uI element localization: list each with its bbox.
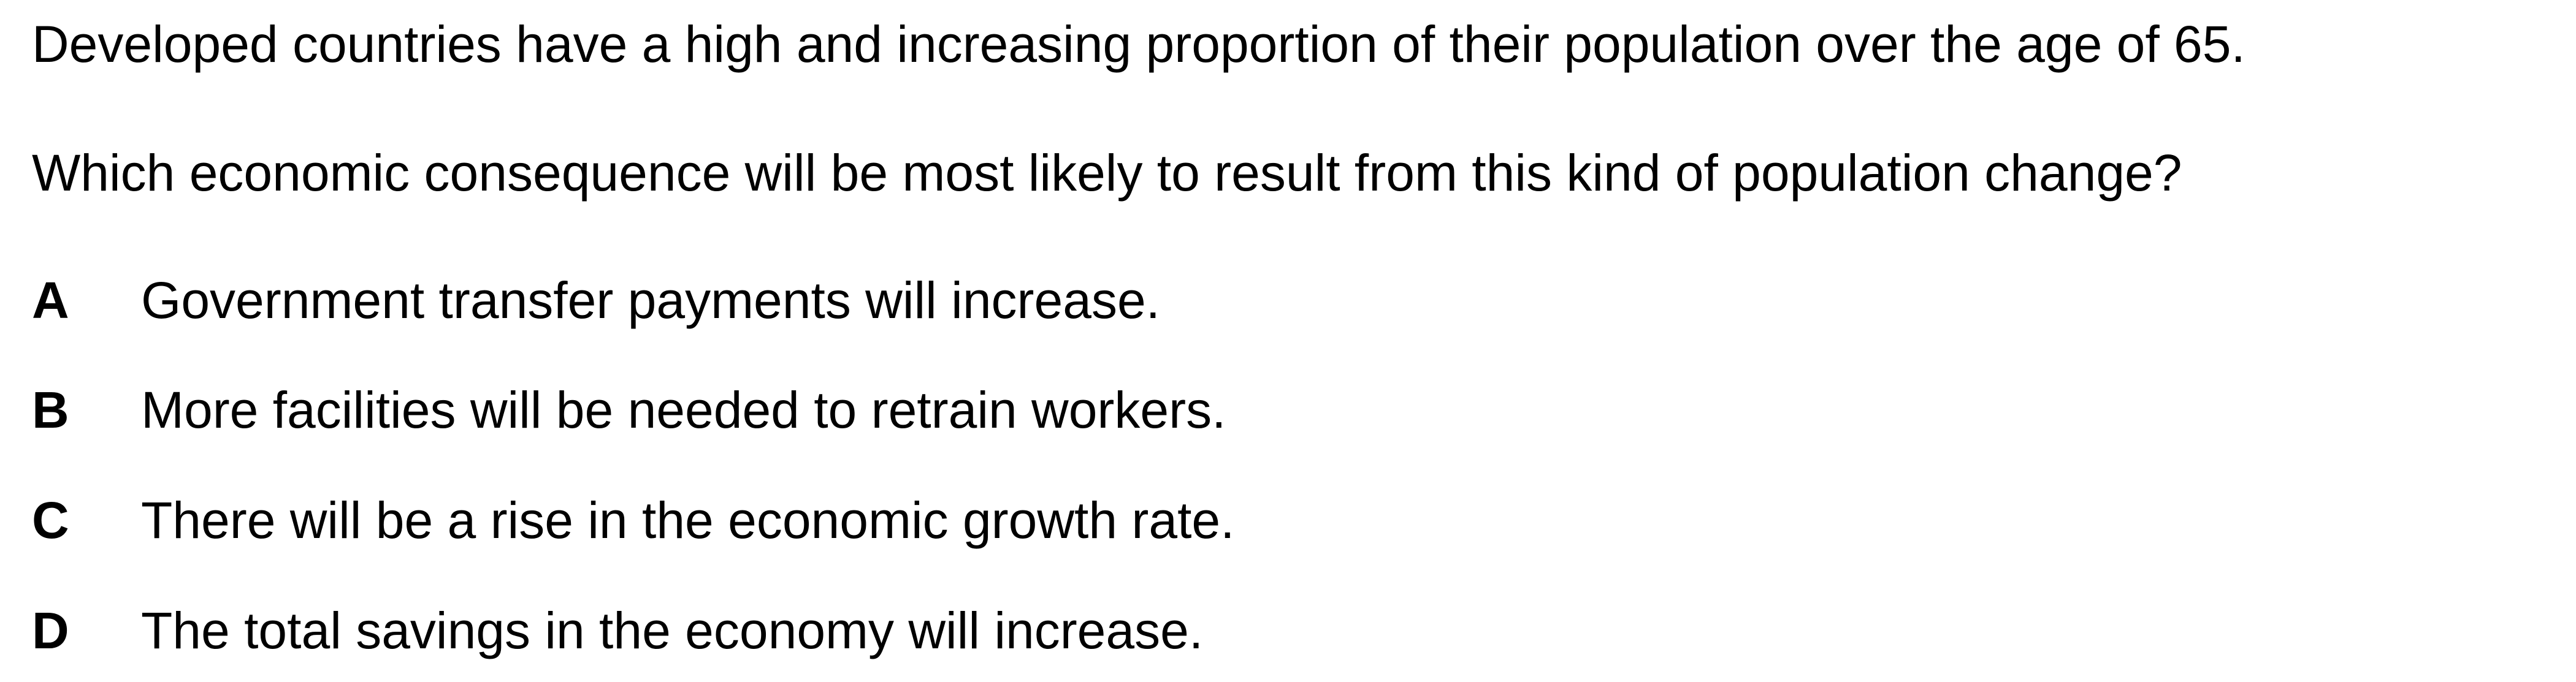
option-letter-a: A [32,271,69,329]
question-stem-context: Developed countries have a high and incr… [32,15,2245,73]
option-letter-b: B [32,381,69,439]
option-text-b: More facilities will be needed to retrai… [141,381,1226,439]
option-letter-c: C [32,491,69,549]
question-stem-prompt: Which economic consequence will be most … [32,144,2182,202]
answer-option-a: A Government transfer payments will incr… [32,275,1160,336]
option-text-d: The total savings in the economy will in… [141,602,1204,659]
answer-option-c: C There will be a rise in the economic g… [32,494,1234,556]
answer-option-b: B More facilities will be needed to retr… [32,384,1226,445]
option-text-a: Government transfer payments will increa… [141,271,1160,329]
option-letter-d: D [32,602,69,659]
answer-option-d: D The total savings in the economy will … [32,605,1203,666]
option-text-c: There will be a rise in the economic gro… [141,491,1235,549]
